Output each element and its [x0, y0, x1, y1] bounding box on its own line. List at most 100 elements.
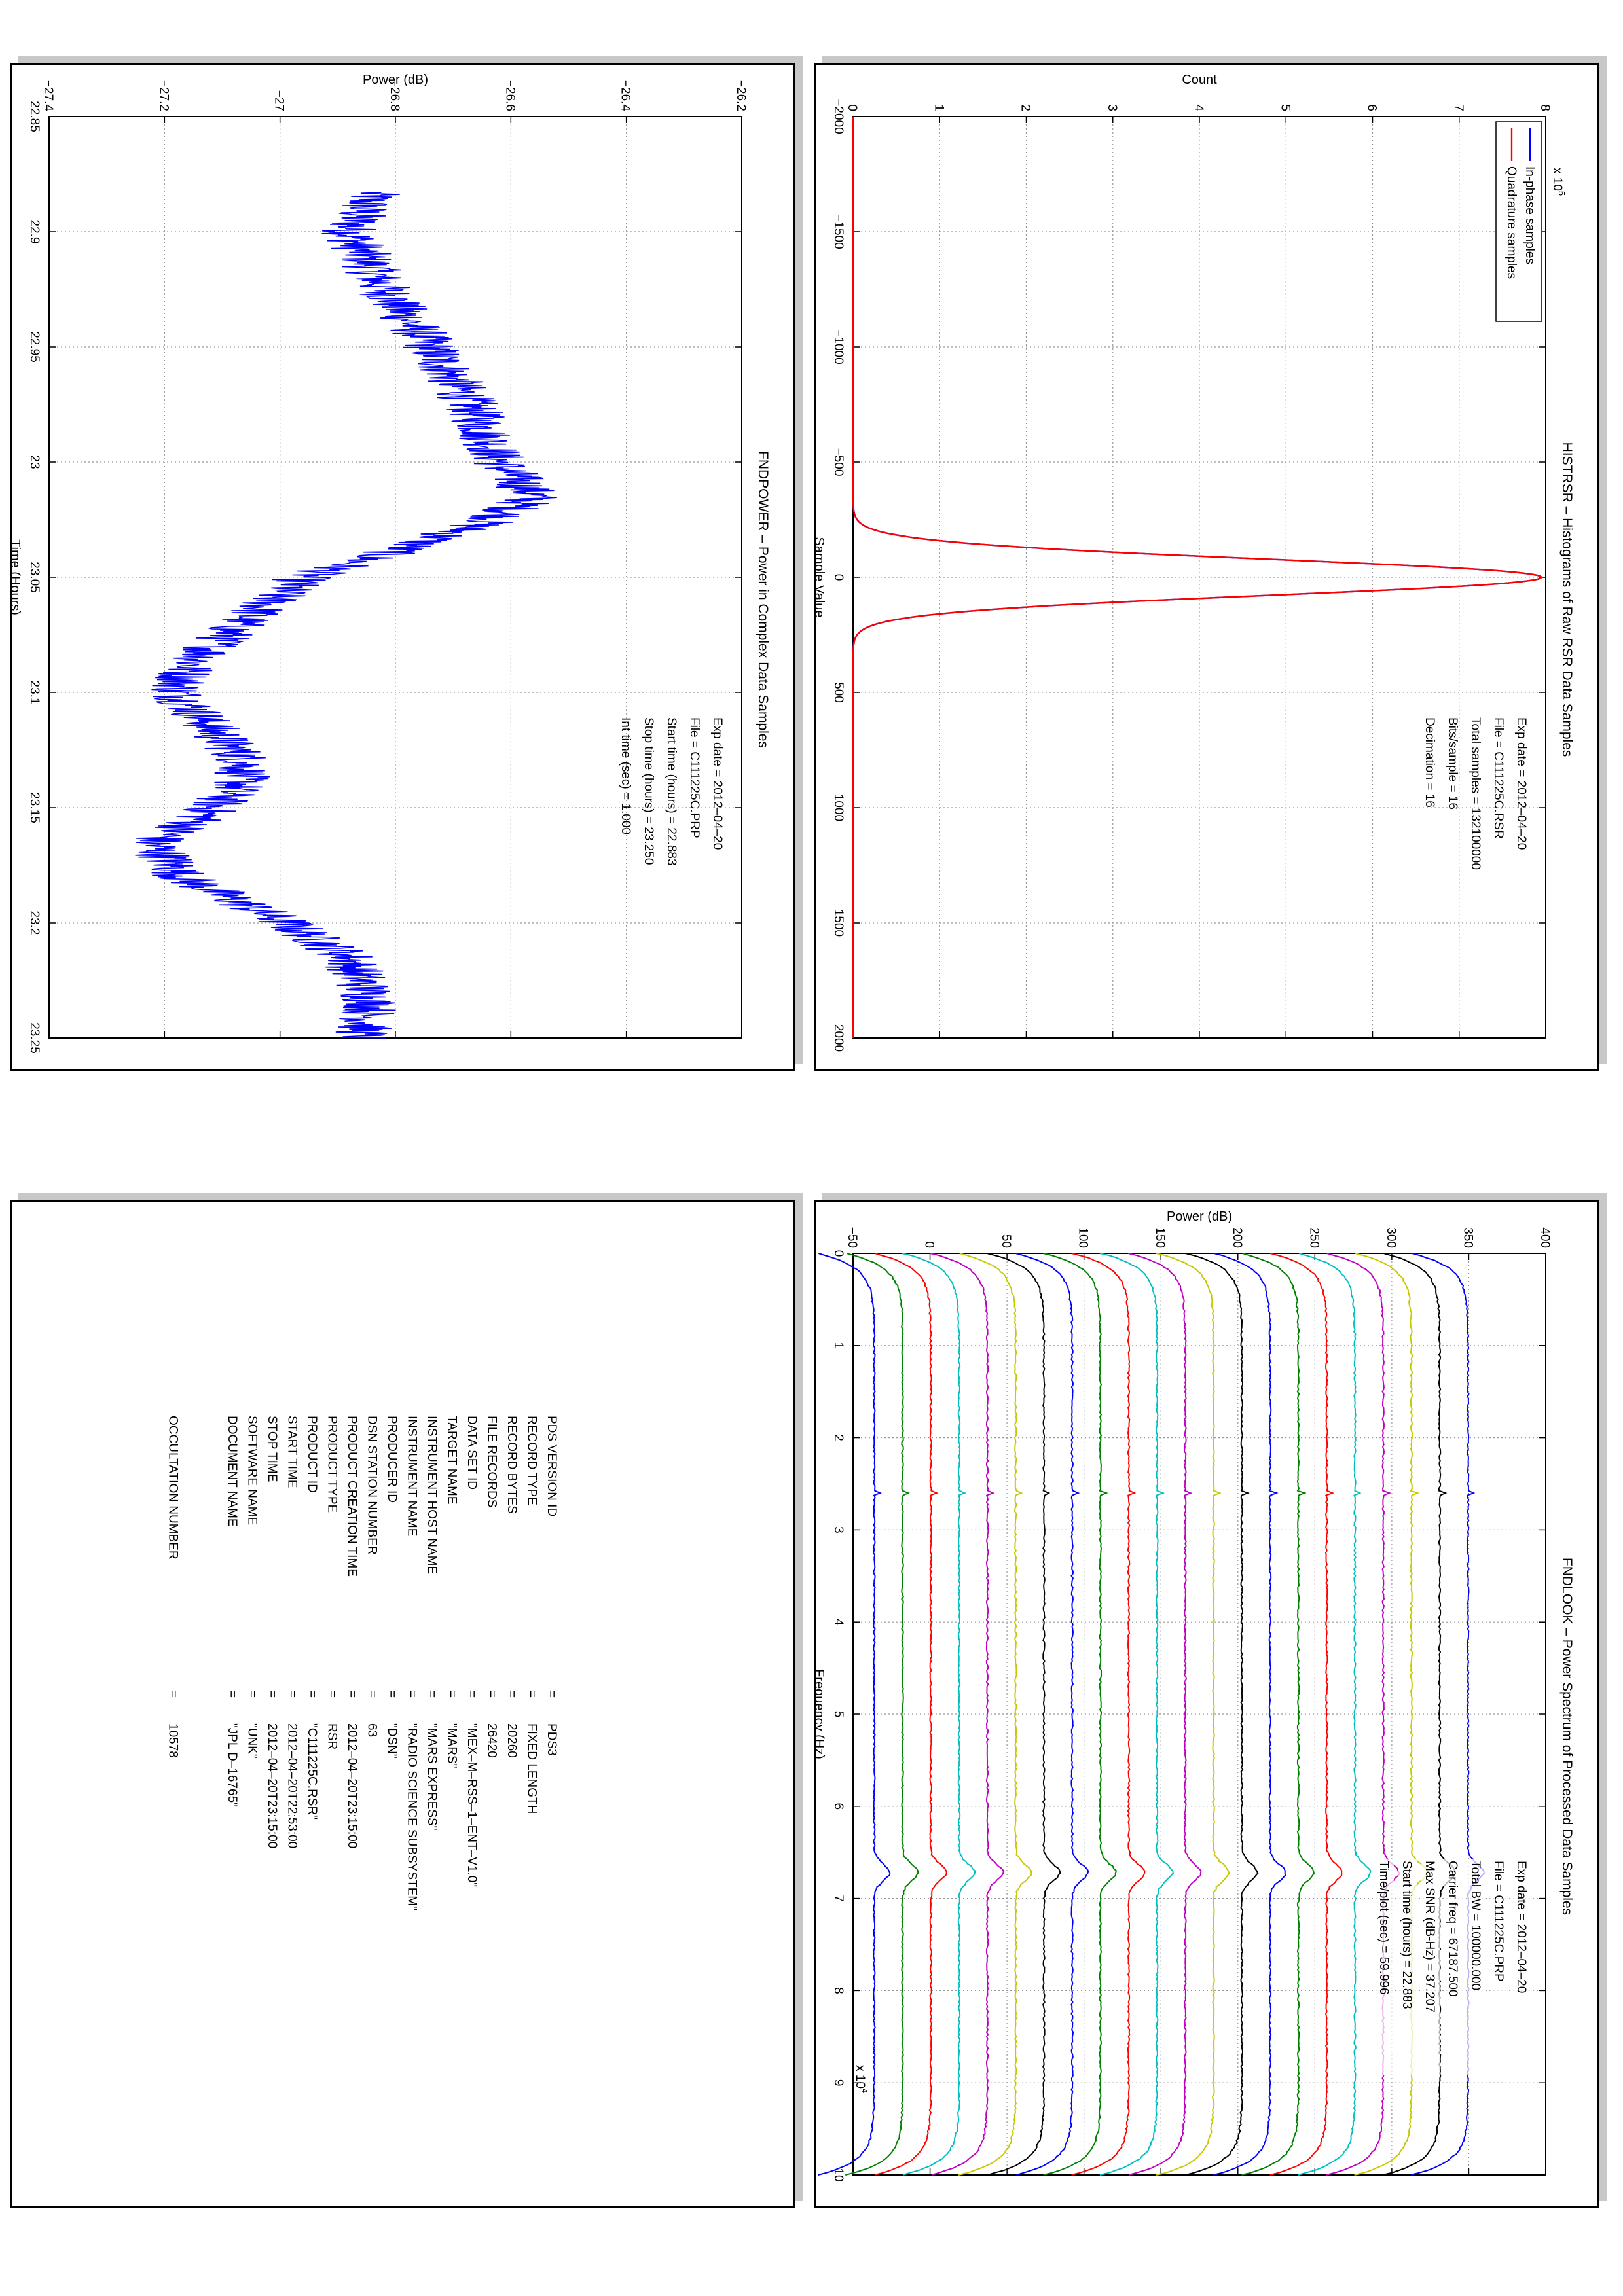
info-line: Carrier freq = 67187.500 [1446, 1861, 1459, 1997]
y-tick-label: 100 [1076, 1227, 1090, 1248]
axis-exponent: x 105 [1550, 168, 1567, 196]
plot-frame [852, 1253, 1546, 2176]
histogram-chart: HISTRSR – Histograms of Raw RSR Data Sam… [812, 73, 1575, 1052]
x-tick-label: 6 [831, 1803, 845, 1810]
chart-title: HISTRSR – Histograms of Raw RSR Data Sam… [1559, 442, 1575, 757]
info-line: Exp date = 2012–04–20 [1514, 717, 1528, 850]
label-value: "C111225C.RSR" [305, 1723, 319, 1820]
label-equals: = [265, 1691, 279, 1698]
info-backing [1398, 1859, 1417, 2075]
y-tick-label: −26.8 [388, 80, 401, 111]
y-tick-label: −27 [272, 90, 286, 111]
label-key: SOFTWARE NAME [246, 1416, 259, 1525]
label-panel: PDS VERSION ID = PDS3 RECORD TYPE = FIXED LEN… [10, 1193, 803, 2208]
label-value: 2012–04–20T23:15:00 [265, 1723, 279, 1848]
label-value: 63 [365, 1723, 379, 1737]
label-value: "DSN" [385, 1723, 399, 1759]
label-value: "UNK" [246, 1723, 259, 1759]
label-equals: = [225, 1691, 239, 1698]
plot-frame [48, 116, 742, 1039]
series-line-spectrum-17 [958, 1253, 1032, 2176]
label-equals: = [545, 1691, 558, 1698]
info-backing [1421, 1859, 1440, 2075]
y-tick-label: −27.2 [156, 80, 170, 111]
info-backing [1490, 1859, 1508, 2075]
y-tick-label: 0 [845, 104, 859, 111]
label-key: PDS VERSION ID [545, 1416, 558, 1516]
x-tick-label: −1000 [831, 329, 845, 364]
label-equals: = [505, 1691, 519, 1698]
info-line: Start time (hours) = 22.883 [665, 717, 678, 866]
y-tick-label: 1 [932, 104, 945, 111]
series-line-quadrature [852, 117, 1543, 1038]
label-value: "MARS" [445, 1723, 459, 1768]
info-backing [1467, 1859, 1486, 2075]
series-line-spectrum-15 [1015, 1253, 1089, 2176]
x-tick-label: −1500 [831, 214, 845, 249]
label-equals: = [445, 1691, 459, 1698]
label-key: PRODUCT ID [305, 1416, 319, 1493]
series-line-spectrum-5 [1298, 1253, 1372, 2176]
label-equals: = [325, 1691, 339, 1698]
x-tick-label: 23.15 [27, 792, 41, 823]
x-tick-label: 3 [831, 1526, 845, 1534]
y-tick-label: −26.2 [734, 80, 748, 111]
x-tick-label: 2 [831, 1434, 845, 1441]
x-tick-label: −2000 [831, 99, 845, 134]
x-tick-label: 23.2 [27, 911, 41, 935]
x-tick-label: 8 [831, 1987, 845, 1994]
info-line: Exp date = 2012–04–20 [1514, 1861, 1528, 1993]
info-line: Total samples = 132100000 [1468, 717, 1482, 870]
label-value: 10578 [166, 1723, 180, 1758]
series-line-spectrum-13 [1071, 1253, 1146, 2176]
label-key: DOCUMENT NAME [225, 1416, 239, 1527]
x-tick-label: 10 [831, 2168, 845, 2181]
histogram-panel: HISTRSR – Histograms of Raw RSR Data Sam… [812, 56, 1607, 1071]
label-value: 26420 [485, 1723, 499, 1758]
series-line-spectrum-7 [1241, 1253, 1315, 2176]
legend-box [1495, 121, 1542, 322]
legend-label: In‑phase samples [1523, 166, 1537, 264]
y-tick-label: −26.4 [619, 80, 632, 112]
series-line-spectrum-20 [874, 1253, 948, 2176]
y-tick-label: 7 [1451, 104, 1465, 111]
label-equals: = [405, 1691, 419, 1698]
y-axis-label: Count [1182, 73, 1217, 87]
label-value: FIXED LENGTH [525, 1723, 539, 1814]
legend: In‑phase samples Quadrature samples [1495, 121, 1542, 322]
x-tick-label: 4 [831, 1619, 845, 1626]
x-axis-label: Sample Value [814, 537, 826, 617]
label-key: PRODUCER ID [385, 1416, 399, 1503]
label-key: PRODUCT TYPE [325, 1416, 339, 1513]
series-line-spectrum-8 [1213, 1253, 1286, 2176]
label-equals: = [365, 1691, 379, 1698]
series-line-spectrum-19 [902, 1253, 976, 2176]
x-tick-label: 23.25 [27, 1022, 41, 1054]
y-axis-label: Power (dB) [1167, 1210, 1232, 1224]
x-axis-label: Frequency (Hz) [814, 1669, 826, 1759]
label-key: DSN STATION NUMBER [365, 1416, 379, 1555]
series-line-spectrum-22 [818, 1253, 891, 2176]
y-tick-label: −50 [845, 1227, 859, 1248]
info-line: File = C111225C.PRP [687, 717, 701, 838]
x-tick-label: 23.05 [27, 562, 41, 593]
y-tick-label: −27.4 [41, 80, 55, 112]
x-tick-label: 7 [831, 1895, 845, 1902]
label-value: "JPL D–16765" [225, 1723, 239, 1807]
x-tick-label: 1000 [831, 794, 845, 821]
label-value: "RADIO SCIENCE SUBSYSTEM" [405, 1723, 419, 1910]
label-key: INSTRUMENT HOST NAME [425, 1416, 439, 1574]
label-equals: = [285, 1691, 299, 1698]
plot-frame [852, 116, 1546, 1039]
y-tick-label: 150 [1153, 1227, 1167, 1248]
axis-exponent: x 104 [853, 2065, 869, 2093]
info-block: Exp date = 2012–04–20 File = C111225C.PRP… [1376, 1859, 1531, 2075]
x-tick-label: 22.95 [27, 331, 41, 363]
info-line: Time/plot (sec) = 59.996 [1377, 1861, 1391, 1995]
label-equals: = [305, 1691, 319, 1698]
legend-label: Quadrature samples [1504, 166, 1518, 279]
label-value: 2012–04–20T23:15:00 [345, 1723, 359, 1848]
info-line: File = C111225C.RSR [1491, 717, 1505, 839]
label-key: PRODUCT CREATION TIME [345, 1416, 359, 1577]
x-tick-label: 500 [831, 682, 845, 703]
